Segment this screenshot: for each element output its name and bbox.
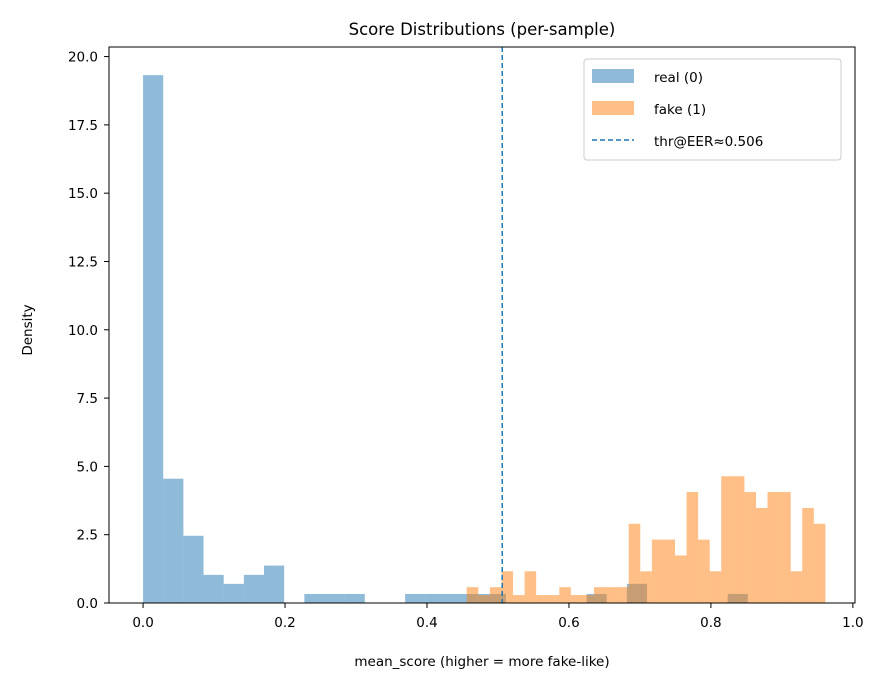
x-tick-label: 0.8 [700, 615, 721, 631]
fake-bar [628, 523, 641, 603]
fake-bar [524, 571, 537, 603]
legend-label-fake: fake (1) [654, 102, 706, 118]
fake-bar [466, 587, 479, 603]
y-tick-label: 10.0 [68, 323, 98, 339]
real-bar [425, 593, 446, 603]
legend-swatch-real [592, 69, 634, 83]
real-bar [203, 574, 224, 603]
fake-bar [640, 571, 652, 603]
y-tick-label: 12.5 [68, 254, 98, 270]
legend-label-threshold: thr@EER≈0.506 [654, 134, 763, 150]
fake-bar [790, 571, 803, 603]
real-bar [304, 593, 325, 603]
fake-bar [547, 595, 560, 603]
y-axis-label: Density [20, 304, 36, 355]
y-tick-label: 15.0 [68, 186, 98, 202]
fake-bar [489, 587, 502, 603]
fake-bar [674, 555, 687, 603]
y-tick-label: 5.0 [77, 459, 98, 475]
fake-bar [663, 539, 675, 603]
fake-bar [605, 587, 618, 603]
y-tick-label: 0.0 [77, 596, 98, 612]
real-bar [445, 593, 466, 603]
legend: real (0) fake (1) thr@EER≈0.506 [583, 58, 842, 161]
x-axis-ticks: 0.0 0.2 0.4 0.6 0.8 1.0 [132, 603, 864, 631]
fake-series-bars [466, 476, 826, 603]
plot-frame [108, 46, 856, 604]
real-bar [344, 593, 365, 603]
fake-bar [732, 476, 745, 603]
x-tick-label: 0.6 [558, 615, 579, 631]
fake-bar [536, 595, 548, 603]
plot-area [143, 47, 826, 603]
chart-title: Score Distributions (per-sample) [349, 20, 616, 39]
y-tick-label: 17.5 [68, 118, 98, 134]
fake-bar [813, 523, 826, 603]
real-bar [324, 593, 345, 603]
x-tick-label: 0.4 [416, 615, 437, 631]
fake-bar [651, 539, 664, 603]
x-tick-label: 0.0 [132, 615, 153, 631]
real-bar [223, 583, 244, 603]
fake-bar [582, 595, 595, 603]
y-axis-ticks: 0.0 2.5 5.0 7.5 10.0 12.5 15.0 17.5 20.0 [68, 50, 109, 612]
fake-bar [744, 492, 756, 603]
fake-bar [501, 571, 514, 603]
real-bar [183, 535, 204, 603]
real-bar [143, 75, 164, 603]
x-tick-label: 1.0 [842, 615, 863, 631]
fake-bar [617, 587, 629, 603]
fake-bar [570, 595, 583, 603]
fake-bar [513, 595, 525, 603]
fake-bar [698, 539, 710, 603]
fake-bar [594, 587, 606, 603]
fake-bar [767, 492, 780, 603]
real-bar [405, 593, 426, 603]
real-bar [243, 574, 265, 603]
fake-bar [802, 507, 814, 603]
fake-bar [755, 507, 768, 603]
fake-bar [559, 587, 571, 603]
legend-box [583, 58, 842, 161]
fake-bar [779, 492, 791, 603]
x-tick-label: 0.2 [274, 615, 295, 631]
y-tick-label: 20.0 [68, 50, 98, 66]
fake-bar [686, 492, 699, 603]
legend-swatch-fake [592, 101, 634, 115]
y-tick-label: 2.5 [77, 528, 98, 544]
real-bar [163, 478, 184, 603]
fake-bar [478, 595, 490, 603]
y-tick-label: 7.5 [77, 391, 98, 407]
fake-bar [721, 476, 733, 603]
real-bar [264, 565, 285, 603]
legend-label-real: real (0) [654, 70, 703, 86]
fake-bar [709, 571, 722, 603]
x-axis-label: mean_score (higher = more fake-like) [354, 654, 609, 670]
